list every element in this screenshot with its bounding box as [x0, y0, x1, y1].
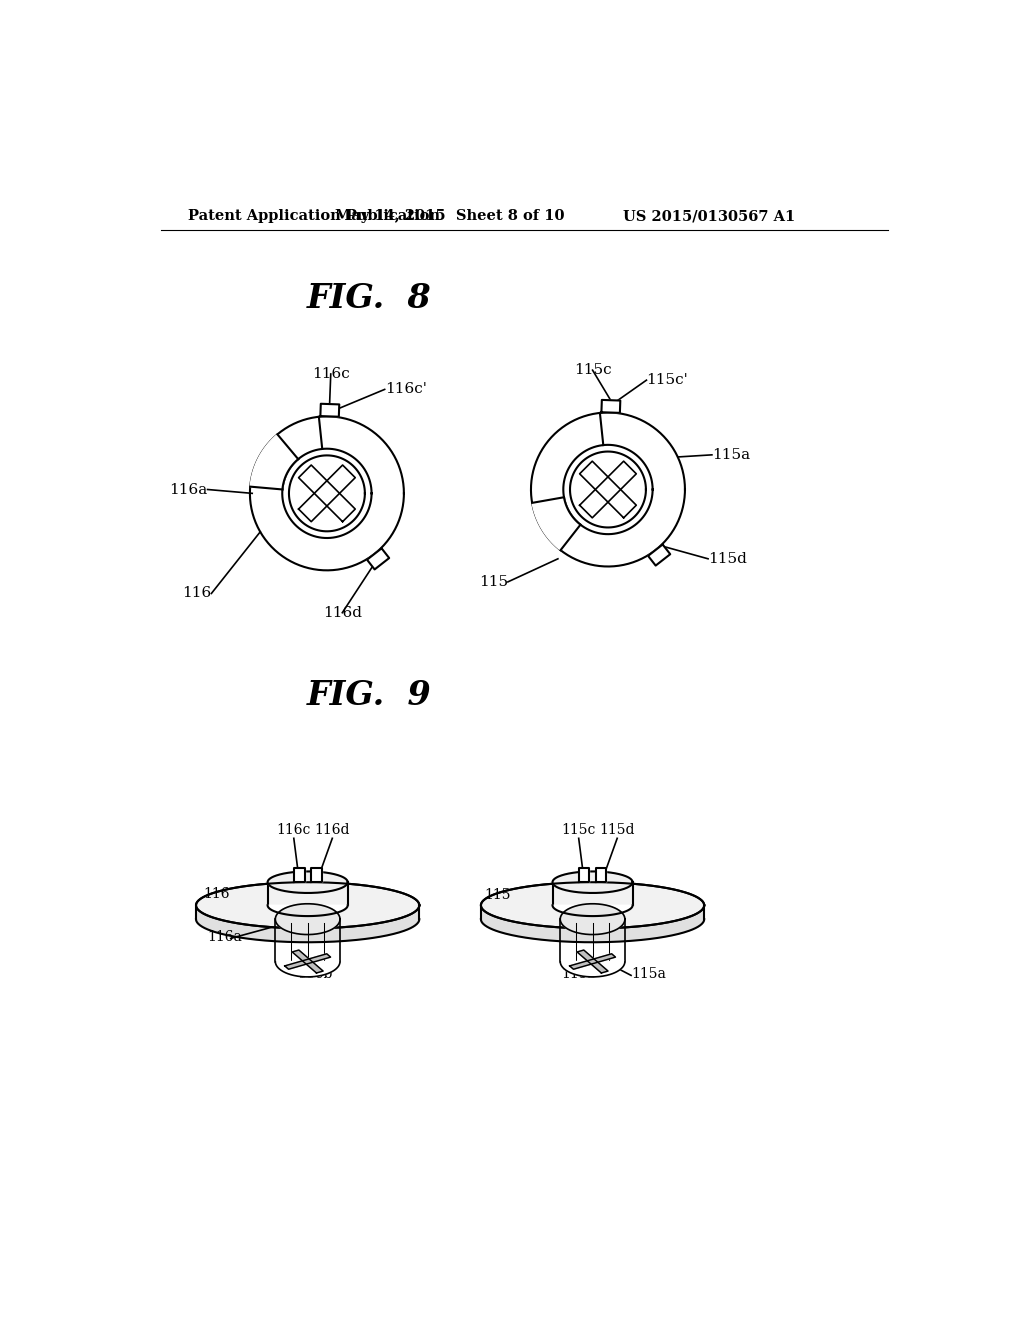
- Polygon shape: [579, 869, 590, 882]
- Polygon shape: [267, 871, 348, 892]
- Polygon shape: [481, 906, 705, 942]
- Polygon shape: [275, 961, 340, 977]
- Text: 115: 115: [479, 576, 508, 589]
- Polygon shape: [299, 465, 355, 521]
- Text: 116a: 116a: [169, 483, 208, 496]
- Text: 116c: 116c: [312, 367, 349, 381]
- Polygon shape: [580, 461, 636, 517]
- Text: 116d: 116d: [323, 606, 361, 619]
- Polygon shape: [367, 548, 389, 569]
- Text: 116c': 116c': [385, 383, 427, 396]
- Text: 115d: 115d: [708, 552, 746, 566]
- Polygon shape: [267, 906, 348, 916]
- Polygon shape: [292, 950, 324, 973]
- Polygon shape: [596, 869, 606, 882]
- Text: 115a: 115a: [631, 968, 666, 982]
- Polygon shape: [570, 451, 646, 528]
- Polygon shape: [648, 544, 671, 565]
- Text: FIG.  8: FIG. 8: [307, 282, 432, 315]
- Text: 115c: 115c: [573, 363, 611, 378]
- Text: 115b: 115b: [561, 968, 596, 982]
- Polygon shape: [289, 455, 365, 532]
- Text: FIG.  9: FIG. 9: [307, 678, 432, 711]
- Polygon shape: [321, 404, 339, 417]
- Polygon shape: [196, 906, 419, 942]
- Polygon shape: [285, 954, 331, 969]
- Polygon shape: [250, 434, 298, 490]
- Polygon shape: [196, 882, 419, 928]
- Text: 116a: 116a: [208, 929, 243, 944]
- Polygon shape: [578, 950, 608, 973]
- Polygon shape: [275, 904, 340, 935]
- Polygon shape: [310, 869, 322, 882]
- Text: 116: 116: [204, 887, 230, 900]
- Polygon shape: [601, 400, 621, 413]
- Text: 115d: 115d: [599, 824, 635, 837]
- Text: 116c: 116c: [276, 824, 311, 837]
- Text: 116b: 116b: [298, 968, 333, 982]
- Polygon shape: [580, 461, 636, 517]
- Polygon shape: [299, 465, 355, 521]
- Polygon shape: [569, 954, 615, 969]
- Polygon shape: [560, 961, 625, 977]
- Polygon shape: [560, 904, 625, 935]
- Polygon shape: [294, 869, 304, 882]
- Text: Patent Application Publication: Patent Application Publication: [188, 209, 440, 223]
- Text: 115a: 115a: [712, 447, 750, 462]
- Text: 116d: 116d: [314, 824, 350, 837]
- Text: May 14, 2015  Sheet 8 of 10: May 14, 2015 Sheet 8 of 10: [336, 209, 565, 223]
- Text: US 2015/0130567 A1: US 2015/0130567 A1: [624, 209, 796, 223]
- Text: 115: 115: [484, 888, 511, 902]
- Polygon shape: [250, 416, 403, 570]
- Polygon shape: [531, 413, 685, 566]
- Polygon shape: [553, 871, 633, 892]
- Text: 115c: 115c: [561, 824, 596, 837]
- Text: 116: 116: [182, 586, 211, 601]
- Polygon shape: [532, 498, 581, 550]
- Polygon shape: [481, 882, 705, 928]
- Text: 115c': 115c': [646, 374, 688, 387]
- Polygon shape: [553, 906, 633, 916]
